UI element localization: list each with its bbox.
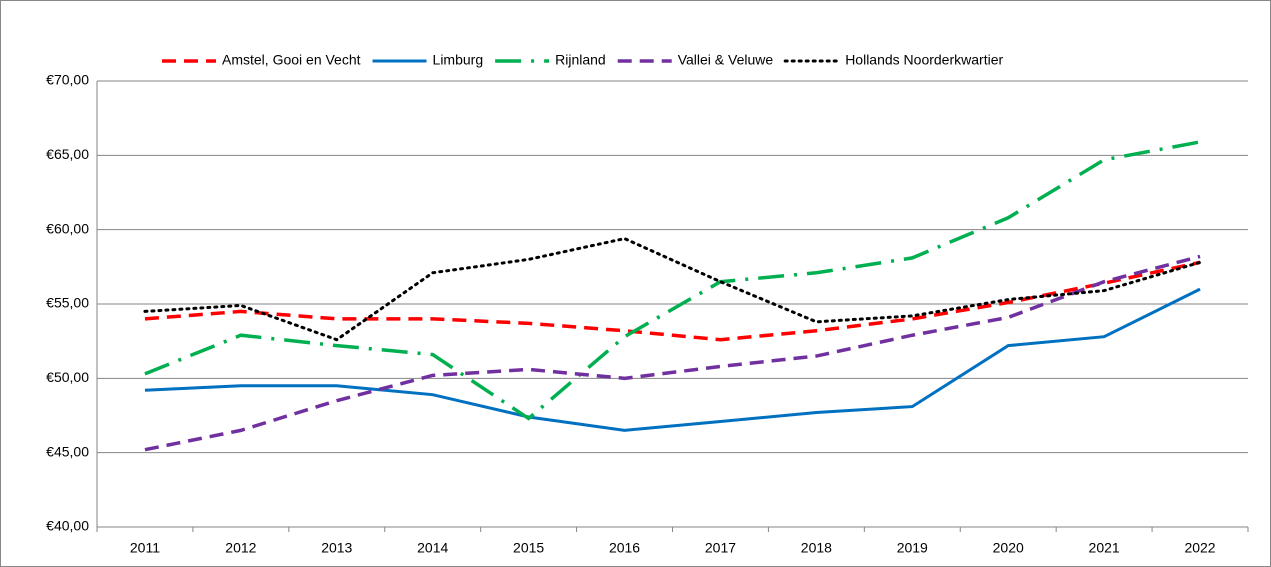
legend-label: Amstel, Gooi en Vecht	[222, 52, 361, 68]
x-tick-label: 2020	[993, 540, 1024, 556]
series-line	[144, 260, 1201, 342]
x-tick-label: 2013	[321, 540, 352, 556]
x-tick-label: 2016	[609, 540, 640, 556]
series-line	[144, 140, 1201, 421]
x-tick-label: 2019	[897, 540, 928, 556]
y-tick-label: €55,00	[46, 295, 89, 311]
x-tick-label: 2011	[130, 540, 160, 556]
y-tick-label: €65,00	[46, 146, 89, 162]
legend-label: Limburg	[433, 52, 484, 68]
x-tick-label: 2018	[801, 540, 832, 556]
x-tick-label: 2014	[417, 540, 448, 556]
legend-label: Vallei & Veluwe	[678, 52, 774, 68]
y-tick-label: €45,00	[46, 443, 89, 459]
y-tick-label: €50,00	[46, 369, 89, 385]
y-tick-label: €40,00	[46, 518, 89, 534]
x-tick-label: 2021	[1089, 540, 1120, 556]
x-tick-label: 2022	[1184, 540, 1215, 556]
series-line	[144, 287, 1201, 432]
x-tick-label: 2012	[225, 540, 256, 556]
legend-label: Rijnland	[555, 52, 606, 68]
series-line	[144, 254, 1201, 452]
legend-label: Hollands Noorderkwartier	[845, 52, 1003, 68]
x-tick-label: 2015	[513, 540, 544, 556]
y-tick-label: €60,00	[46, 220, 89, 236]
series-line	[143, 237, 1202, 342]
x-tick-label: 2017	[705, 540, 736, 556]
y-tick-label: €70,00	[46, 72, 89, 88]
